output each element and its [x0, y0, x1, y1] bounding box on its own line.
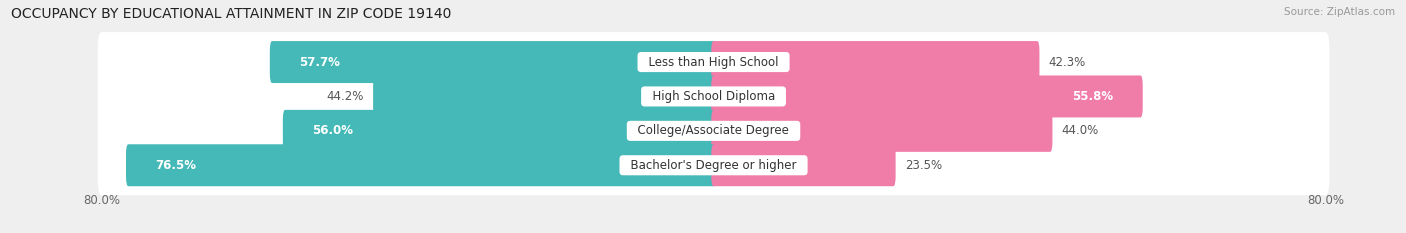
Text: 44.0%: 44.0%	[1062, 124, 1099, 137]
Text: 55.8%: 55.8%	[1073, 90, 1114, 103]
Text: Source: ZipAtlas.com: Source: ZipAtlas.com	[1284, 7, 1395, 17]
FancyBboxPatch shape	[270, 41, 716, 83]
FancyBboxPatch shape	[711, 75, 1143, 117]
Text: High School Diploma: High School Diploma	[645, 90, 782, 103]
FancyBboxPatch shape	[97, 67, 1330, 126]
Text: College/Associate Degree: College/Associate Degree	[630, 124, 797, 137]
Text: 56.0%: 56.0%	[312, 124, 353, 137]
FancyBboxPatch shape	[97, 101, 1330, 161]
Text: 57.7%: 57.7%	[299, 55, 340, 69]
FancyBboxPatch shape	[97, 135, 1330, 195]
FancyBboxPatch shape	[373, 75, 716, 117]
Text: 42.3%: 42.3%	[1049, 55, 1085, 69]
Text: 23.5%: 23.5%	[905, 159, 942, 172]
FancyBboxPatch shape	[711, 41, 1039, 83]
FancyBboxPatch shape	[283, 110, 716, 152]
Text: OCCUPANCY BY EDUCATIONAL ATTAINMENT IN ZIP CODE 19140: OCCUPANCY BY EDUCATIONAL ATTAINMENT IN Z…	[11, 7, 451, 21]
Text: 44.2%: 44.2%	[326, 90, 364, 103]
Text: 76.5%: 76.5%	[155, 159, 195, 172]
FancyBboxPatch shape	[711, 144, 896, 186]
Text: Less than High School: Less than High School	[641, 55, 786, 69]
Text: Bachelor's Degree or higher: Bachelor's Degree or higher	[623, 159, 804, 172]
FancyBboxPatch shape	[97, 32, 1330, 92]
FancyBboxPatch shape	[711, 110, 1053, 152]
FancyBboxPatch shape	[127, 144, 716, 186]
